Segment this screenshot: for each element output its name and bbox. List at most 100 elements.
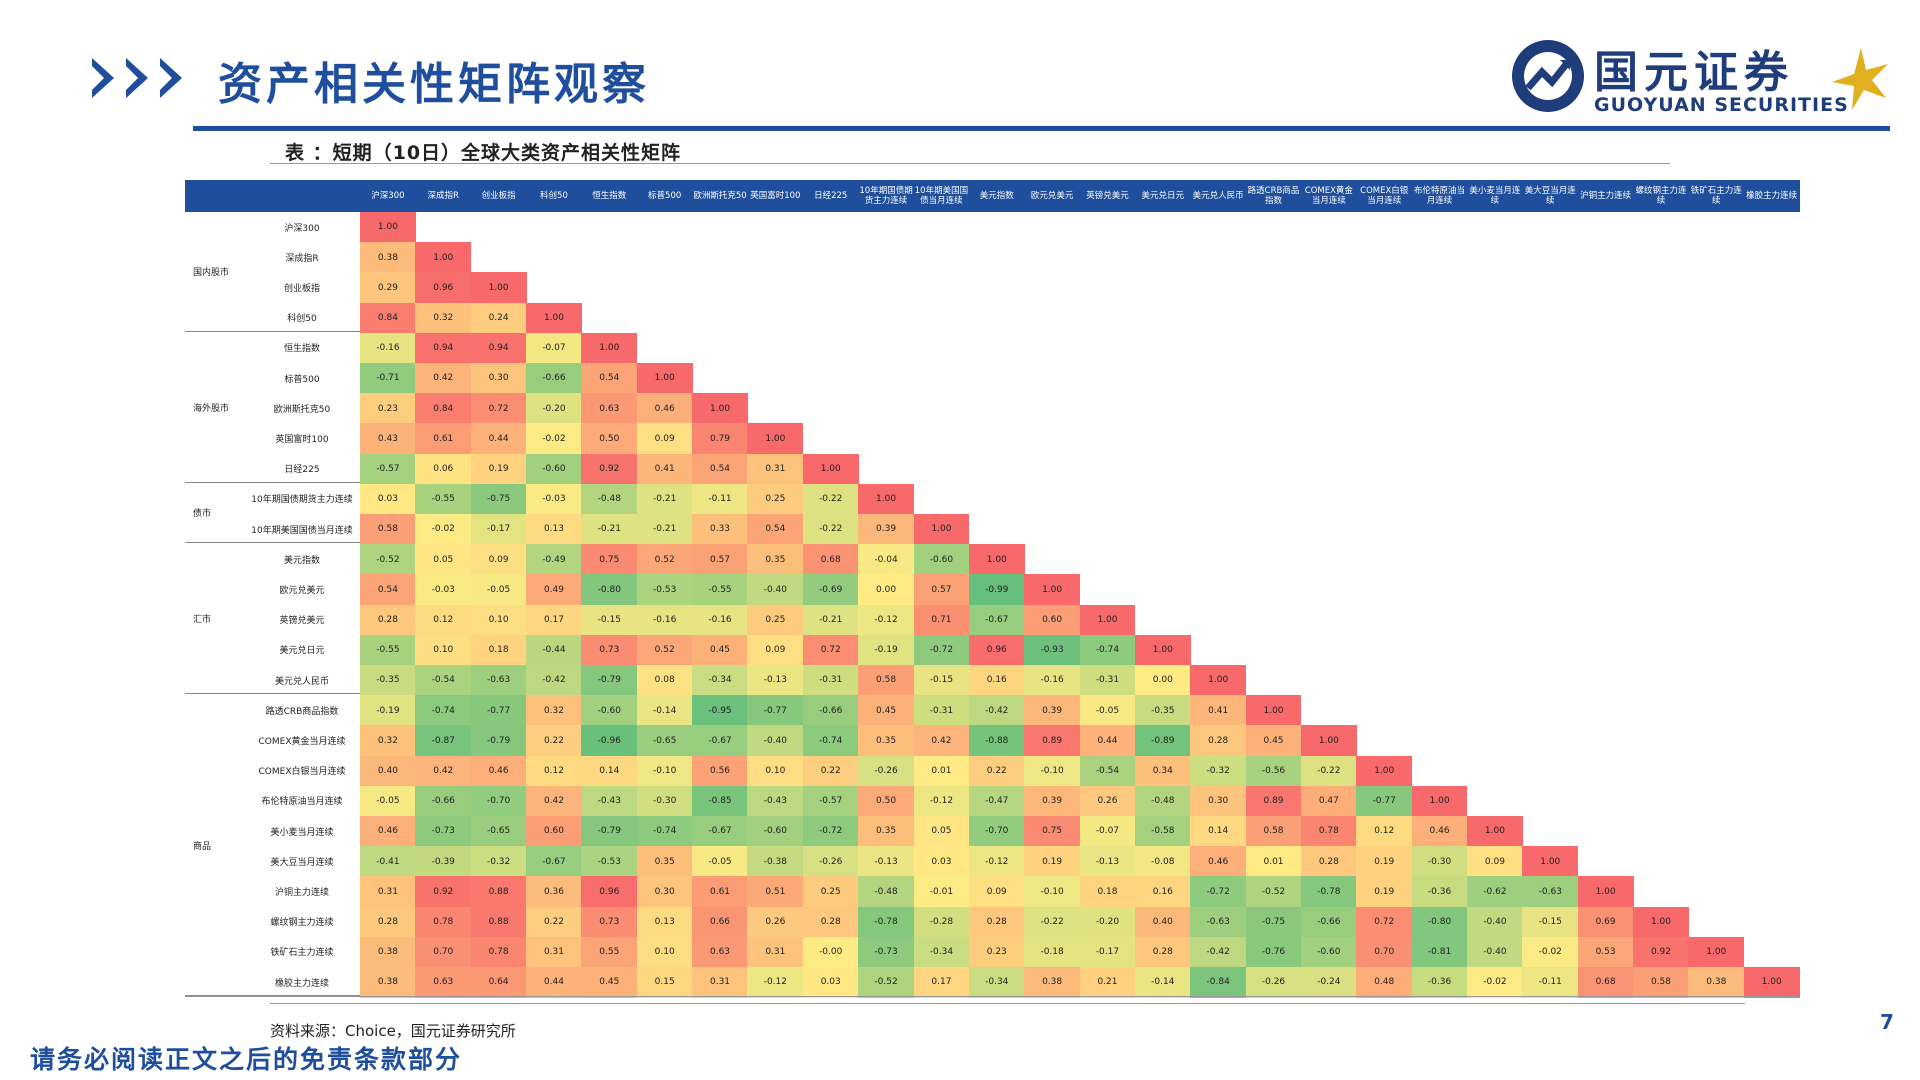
column-header: 10年期国债期货主力连续 <box>858 180 914 212</box>
matrix-cell: -0.48 <box>858 876 914 908</box>
row-label: 美大豆当月连续 <box>270 857 334 868</box>
column-header: 深成指R <box>415 180 472 212</box>
matrix-cell: 0.57 <box>692 544 748 575</box>
matrix-cell: -0.21 <box>636 483 693 515</box>
matrix-cell: 0.28 <box>360 906 416 938</box>
matrix-cell: 1.00 <box>968 544 1025 575</box>
correlation-matrix: 沪深300 深成指R 创业板指 科创50 恒生指数 标普500 欧洲斯托克50 英国富时100… <box>185 180 1800 998</box>
matrix-cell: 1.00 <box>1411 785 1468 817</box>
matrix-cell: -0.76 <box>1245 936 1302 968</box>
row-label: 恒生指数 <box>283 344 320 355</box>
matrix-cell: 0.22 <box>526 906 582 938</box>
matrix-cell: 1.00 <box>858 483 914 515</box>
matrix-cell: 0.46 <box>1411 816 1468 847</box>
row-label: 欧洲斯托克50 <box>273 404 331 415</box>
matrix-cell: -0.13 <box>747 665 804 696</box>
matrix-cell: 0.17 <box>526 604 582 636</box>
matrix-cell: 0.56 <box>692 755 748 787</box>
matrix-cell: -0.42 <box>526 665 582 696</box>
matrix-cell: -0.00 <box>802 936 859 968</box>
column-header: COMEX黄金当月连续 <box>1300 180 1357 212</box>
header-corner <box>185 180 360 212</box>
matrix-cell: 0.96 <box>415 272 472 304</box>
matrix-cell: -0.73 <box>415 816 472 847</box>
matrix-cell: 0.53 <box>1577 936 1634 968</box>
matrix-cell: 0.13 <box>636 906 693 938</box>
matrix-cell: -0.84 <box>1190 967 1247 998</box>
matrix-cell: -0.54 <box>415 665 472 696</box>
matrix-cell: 0.78 <box>1300 816 1357 847</box>
matrix-cell: 0.57 <box>913 574 970 606</box>
row-label: 创业板指 <box>283 283 320 294</box>
matrix-cell: 1.00 <box>1190 665 1247 696</box>
matrix-cell: -0.70 <box>470 785 527 817</box>
matrix-cell: -0.05 <box>1079 695 1136 726</box>
matrix-cell: 0.54 <box>360 574 416 606</box>
matrix-cell: 1.00 <box>1079 604 1136 636</box>
matrix-cell: 0.38 <box>1024 967 1081 998</box>
matrix-cell: 0.58 <box>1245 816 1302 847</box>
matrix-cell: -0.79 <box>581 665 638 696</box>
matrix-cell: -0.66 <box>526 363 582 394</box>
matrix-cell: -0.15 <box>1522 906 1579 938</box>
matrix-cell: 0.10 <box>636 936 693 968</box>
matrix-cell: -0.31 <box>913 695 970 726</box>
matrix-cell: -0.26 <box>858 755 914 787</box>
matrix-cell: -0.20 <box>526 393 582 424</box>
matrix-cell: -0.05 <box>470 574 527 606</box>
column-header: 标普500 <box>636 180 693 212</box>
matrix-cell: 0.10 <box>747 755 804 787</box>
matrix-cell: -0.02 <box>526 423 582 455</box>
matrix-cell: -0.10 <box>1024 876 1081 908</box>
matrix-cell: -0.74 <box>636 816 693 847</box>
matrix-cell: -0.11 <box>1522 967 1579 998</box>
matrix-cell: 0.31 <box>360 876 416 908</box>
matrix-cell: -0.60 <box>526 453 582 485</box>
matrix-cell: 0.36 <box>526 876 582 908</box>
matrix-cell: -0.54 <box>1079 755 1136 787</box>
matrix-cell: 1.00 <box>802 453 859 485</box>
matrix-cell: 0.96 <box>968 634 1025 666</box>
matrix-cell: 0.05 <box>913 816 970 847</box>
matrix-cell: 0.14 <box>581 755 638 787</box>
matrix-cell: 0.01 <box>913 755 970 787</box>
row-label: 英国富时100 <box>275 434 329 445</box>
caption-rule <box>270 163 1670 164</box>
matrix-cell: 0.23 <box>968 936 1025 968</box>
matrix-cell: 0.58 <box>360 514 416 545</box>
matrix-cell: -0.32 <box>1190 755 1247 787</box>
matrix-cell: -0.20 <box>1079 906 1136 938</box>
matrix-cell: -0.42 <box>968 695 1025 726</box>
matrix-cell: 1.00 <box>1024 574 1081 606</box>
matrix-cell: -0.28 <box>913 906 970 938</box>
matrix-cell: 0.44 <box>1079 725 1136 757</box>
matrix-cell: -0.43 <box>747 785 804 817</box>
matrix-cell: -0.55 <box>415 483 472 515</box>
matrix-cell: -0.78 <box>858 906 914 938</box>
matrix-cell: 0.31 <box>526 936 582 968</box>
matrix-cell: -0.01 <box>913 876 970 908</box>
matrix-cell: 0.46 <box>636 393 693 424</box>
matrix-cell: 0.58 <box>1633 967 1689 998</box>
matrix-cell: 0.28 <box>1300 846 1357 877</box>
matrix-cell: -0.80 <box>1411 906 1468 938</box>
matrix-cell: -0.63 <box>1190 906 1247 938</box>
matrix-cell: -0.47 <box>968 785 1025 817</box>
matrix-cell: -0.02 <box>415 514 472 545</box>
matrix-cell: 1.00 <box>1134 634 1191 666</box>
matrix-cell: 0.13 <box>526 514 582 545</box>
matrix-cell: 0.63 <box>581 393 638 424</box>
matrix-cell: 0.35 <box>747 544 804 575</box>
matrix-cell: -0.12 <box>968 846 1025 877</box>
matrix-cell: 0.09 <box>968 876 1025 908</box>
matrix-cell: 0.32 <box>526 695 582 726</box>
matrix-cell: -0.42 <box>1190 936 1247 968</box>
matrix-cell: 0.22 <box>802 755 859 787</box>
matrix-cell: 0.35 <box>858 725 914 757</box>
logo-star-icon <box>1832 48 1888 110</box>
matrix-cell: 0.94 <box>415 332 472 364</box>
matrix-cell: -0.36 <box>1411 876 1468 908</box>
matrix-cell: -0.75 <box>470 483 527 515</box>
row-label: 路透CRB商品指数 <box>265 706 339 717</box>
group-label: 海外股市 <box>185 333 360 483</box>
